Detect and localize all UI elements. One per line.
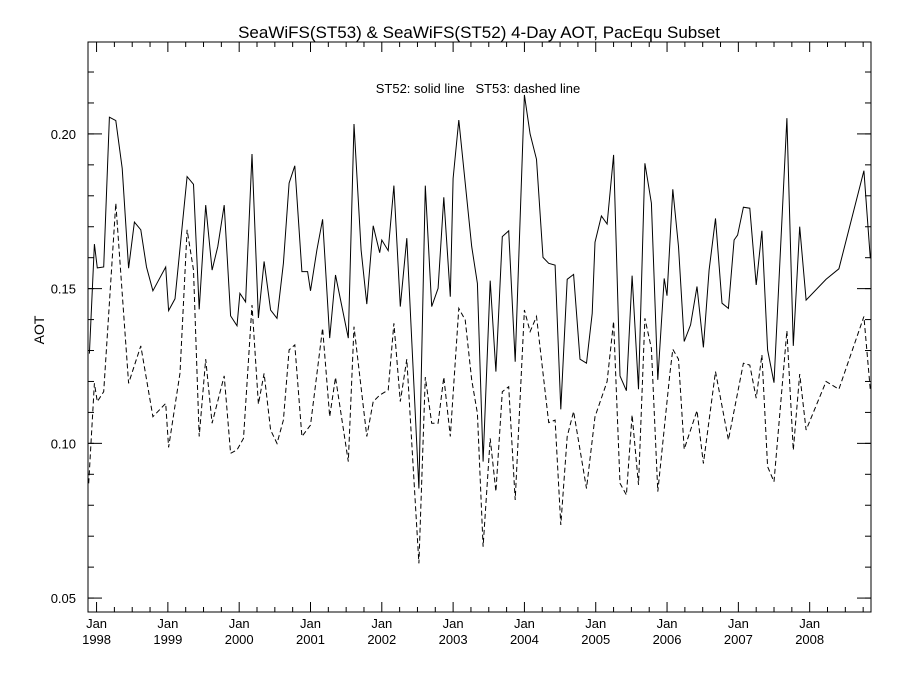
x-tick-label-year: 1999 <box>153 632 182 647</box>
x-tick-label-year: 1998 <box>82 632 111 647</box>
x-tick-label-year: 2000 <box>225 632 254 647</box>
x-tick-label-year: 2005 <box>581 632 610 647</box>
x-tick-label-month: Jan <box>371 616 392 631</box>
x-tick-label-month: Jan <box>86 616 107 631</box>
series-st52-line <box>89 95 870 489</box>
x-tick-label-month: Jan <box>657 616 678 631</box>
y-tick-label: 0.05 <box>51 591 76 606</box>
x-tick-label-year: 2001 <box>296 632 325 647</box>
y-axis-label: AOT <box>31 315 47 344</box>
x-tick-label-year: 2003 <box>439 632 468 647</box>
y-tick-label: 0.10 <box>51 436 76 451</box>
x-tick-label-year: 2006 <box>653 632 682 647</box>
x-tick-label-month: Jan <box>229 616 250 631</box>
series-lines <box>89 95 871 564</box>
x-tick-label-year: 2008 <box>795 632 824 647</box>
series-st53-line <box>89 203 871 563</box>
x-tick-label-month: Jan <box>585 616 606 631</box>
legend-annotation: ST52: solid line ST53: dashed line <box>376 81 581 96</box>
x-tick-label-year: 2002 <box>367 632 396 647</box>
plot-frame <box>88 42 871 612</box>
y-tick-label: 0.15 <box>51 282 76 297</box>
x-tick-label-year: 2007 <box>724 632 753 647</box>
x-tick-label-month: Jan <box>799 616 820 631</box>
x-tick-label-month: Jan <box>300 616 321 631</box>
x-tick-label-year: 2004 <box>510 632 539 647</box>
x-tick-label-month: Jan <box>443 616 464 631</box>
x-tick-label-month: Jan <box>728 616 749 631</box>
x-tick-label-month: Jan <box>157 616 178 631</box>
axis-ticks: 0.050.100.150.20Jan1998Jan1999Jan2000Jan… <box>51 42 871 647</box>
y-tick-label: 0.20 <box>51 127 76 142</box>
chart-title: SeaWiFS(ST53) & SeaWiFS(ST52) 4-Day AOT,… <box>238 23 720 42</box>
x-tick-label-month: Jan <box>514 616 535 631</box>
